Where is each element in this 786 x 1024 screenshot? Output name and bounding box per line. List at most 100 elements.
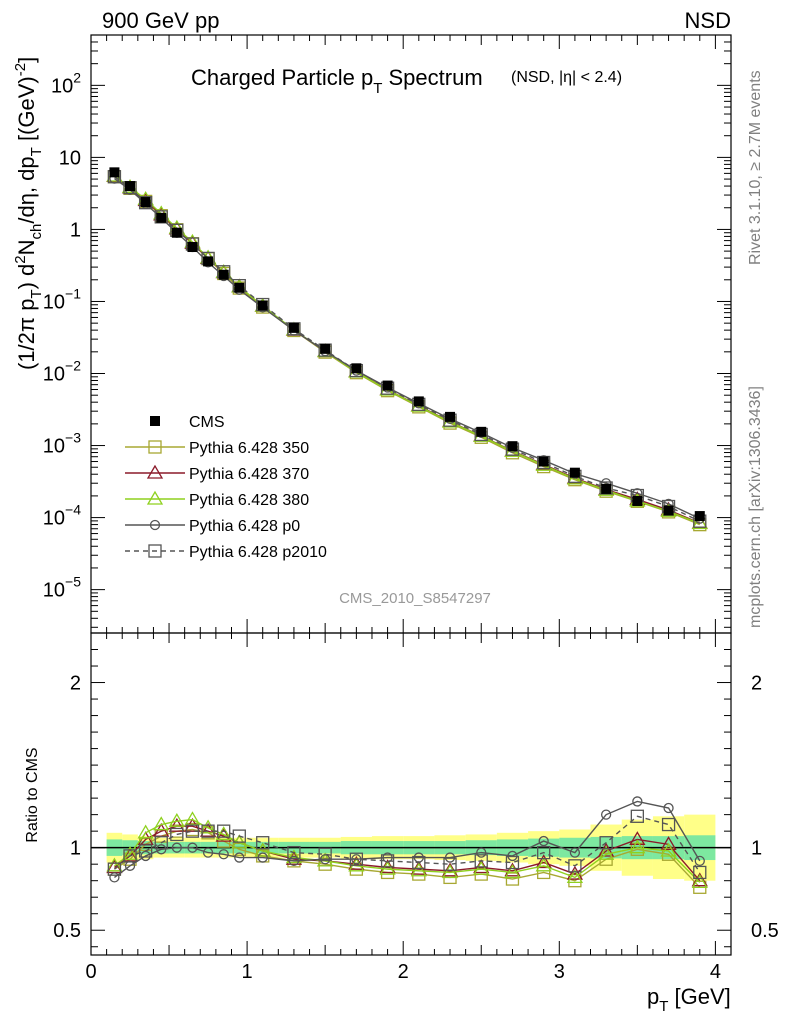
side-text-mcplots: mcplots.cern.ch [arXiv:1306.3436] — [747, 386, 764, 628]
chart-title-extra: (NSD, |η| < 2.4) — [511, 69, 622, 86]
ratio-point — [254, 842, 271, 857]
ratio-point — [505, 855, 520, 870]
ratio-line — [113, 825, 701, 882]
chart-title-main: Charged Particle p — [191, 65, 373, 90]
ratio-point — [661, 817, 676, 832]
ratio-point — [348, 855, 365, 870]
x-tick-label: 1 — [242, 961, 253, 983]
data-point — [288, 322, 299, 333]
series-point — [256, 297, 270, 312]
ratio-point — [380, 854, 395, 868]
ratio-point — [474, 854, 488, 868]
chart-title-subscript: T — [373, 80, 382, 97]
data-point — [320, 343, 331, 354]
ratio-line — [113, 818, 701, 883]
ratio-series-layer — [106, 796, 708, 894]
ratio-point — [170, 827, 184, 842]
series-point — [566, 470, 584, 485]
ratio-point — [535, 854, 552, 869]
main-y-tick-label: 10−5 — [43, 574, 81, 602]
ratio-point — [318, 847, 332, 861]
main-y-tick-label: 10−4 — [43, 502, 81, 530]
data-point — [538, 456, 549, 467]
legend: CMS Pythia 6.428 350 Pythia 6.428 370 Pythi… — [125, 414, 327, 561]
ratio-point — [566, 865, 584, 880]
ratio-point — [319, 854, 331, 865]
ratio-frame — [90, 632, 732, 956]
x-axis-label: pT [GeV] — [647, 984, 731, 1015]
ratio-panel: 2 2 1 1 0.5 0.5 0 1 2 3 4 — [53, 632, 779, 983]
ratio-point — [109, 872, 120, 883]
ratio-point — [232, 829, 246, 843]
x-tick-label: 2 — [398, 961, 409, 983]
main-panel: 102 10 1 10−1 10−2 10−3 10−4 10−5 Charged Parti… — [43, 34, 732, 634]
data-point — [663, 505, 674, 516]
ratio-point — [154, 836, 168, 850]
ratio-point — [691, 874, 708, 888]
ratio-pythia-6-428-p0 — [109, 796, 705, 883]
header-left: 900 GeV pp — [102, 8, 219, 33]
ratio-point — [443, 857, 457, 871]
data-point — [125, 181, 136, 192]
header-right: NSD — [685, 8, 731, 33]
data-point — [351, 363, 362, 374]
data-point — [187, 242, 198, 253]
main-data-markers — [109, 167, 705, 522]
ratio-point — [693, 865, 707, 880]
ratio-point — [349, 852, 364, 866]
data-point — [140, 197, 151, 208]
ratio-point — [199, 819, 217, 834]
side-text-rivet: Rivet 3.1.10, ≥ 2.7M events — [747, 70, 764, 265]
ratio-point — [600, 809, 612, 820]
ratio-line — [113, 800, 701, 878]
ratio-point — [138, 844, 153, 858]
data-point — [109, 167, 120, 178]
ratio-point — [215, 827, 232, 842]
ratio-point — [476, 847, 487, 858]
ratio-point — [187, 842, 198, 853]
ratio-point — [379, 860, 396, 875]
ratio-point — [215, 826, 232, 841]
data-point — [445, 411, 456, 422]
data-point — [171, 227, 182, 238]
legend-label: Pythia 6.428 p0 — [189, 518, 300, 535]
ratio-point — [168, 812, 185, 827]
ratio-point — [412, 855, 426, 870]
ratio-point — [257, 852, 268, 863]
main-y-axis-label: (1/2π pT) d2Nch/dη, dpT [(GeV)-2] — [12, 57, 45, 370]
analysis-tag: CMS_2010_S8547297 — [339, 590, 491, 607]
ratio-point — [288, 855, 300, 867]
legend-marker — [146, 490, 164, 505]
ratio-point — [630, 809, 644, 823]
x-tick-label: 0 — [85, 961, 96, 983]
main-y-tick-label: 10−3 — [43, 430, 81, 458]
legend-label: Pythia 6.428 350 — [189, 440, 309, 457]
x-tick-label: 3 — [554, 961, 565, 983]
ratio-point — [123, 849, 137, 863]
data-point — [413, 396, 424, 407]
chart-title-rest: Spectrum — [382, 65, 482, 90]
main-y-tick-label: 1 — [70, 219, 81, 241]
ratio-y-tick-label: 0.5 — [53, 920, 81, 942]
ratio-y-tick-label-right: 2 — [751, 673, 762, 695]
ratio-point — [473, 860, 490, 875]
series-point — [287, 322, 301, 336]
data-point — [203, 256, 214, 267]
ratio-y-tick-labels: 2 2 1 1 0.5 0.5 — [53, 673, 779, 943]
main-y-tick-label: 10−1 — [43, 285, 81, 313]
ratio-pythia-6-428-p2010 — [107, 809, 707, 880]
series-point — [138, 196, 153, 210]
ratio-y-tick-label-right: 1 — [751, 838, 762, 860]
ratio-point — [107, 862, 122, 876]
ratio-y-axis-label: Ratio to CMS — [24, 747, 41, 842]
legend-marker — [146, 464, 164, 479]
legend-marker-data — [150, 416, 160, 426]
ratio-point — [121, 845, 139, 860]
data-point — [382, 380, 393, 391]
ratio-point — [382, 852, 393, 863]
ratio-point — [537, 845, 551, 860]
ratio-point — [106, 857, 123, 872]
data-point — [218, 269, 229, 280]
data-point — [234, 282, 245, 293]
